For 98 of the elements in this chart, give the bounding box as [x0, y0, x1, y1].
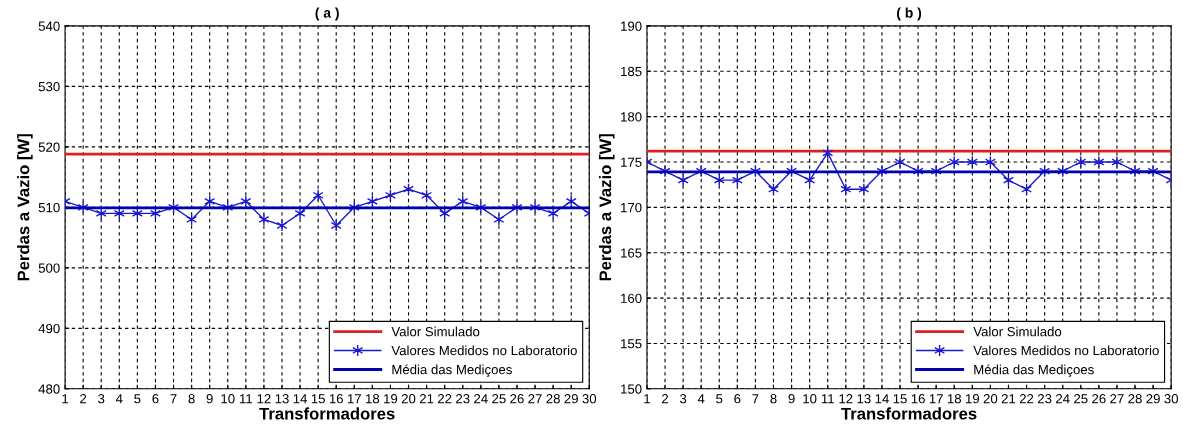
x-tick-label: 28 — [546, 394, 560, 404]
x-tick-label: 21 — [419, 394, 434, 404]
x-tick-label: 17 — [347, 394, 361, 404]
x-tick-label: 30 — [1164, 394, 1178, 404]
x-tick-label: 11 — [239, 394, 253, 404]
x-tick-label: 22 — [438, 394, 452, 404]
point — [493, 213, 505, 226]
x-tick-label: 1 — [62, 394, 69, 404]
x-tick-label: 23 — [456, 394, 470, 404]
x-tick-label: 16 — [329, 394, 343, 404]
x-axis-title: Transformadores — [841, 407, 977, 420]
x-tick-label: 4 — [115, 394, 123, 404]
y-tick-label: 180 — [621, 112, 642, 122]
x-tick-label: 16 — [911, 394, 925, 404]
point — [258, 213, 270, 226]
y-tick-label: 520 — [38, 142, 60, 152]
x-tick-label: 27 — [528, 394, 542, 404]
x-tick-label: 23 — [1037, 394, 1052, 404]
x-tick-label: 18 — [947, 394, 962, 404]
y-tick-label: 190 — [621, 21, 642, 31]
y-tick-label: 175 — [621, 157, 642, 167]
x-tick-label: 29 — [564, 394, 578, 404]
x-tick-label: 1 — [644, 394, 650, 404]
y-tick-label: 170 — [621, 202, 642, 213]
x-tick-label: 10 — [803, 394, 817, 404]
y-tick-label: 530 — [38, 81, 60, 92]
y-tick-label: 540 — [38, 21, 60, 31]
point — [276, 219, 288, 232]
legend-label: Valores Medidos no Laboratorio — [391, 345, 577, 356]
x-tick-label: 5 — [716, 394, 723, 404]
y-axis-title: Perdas a Vazio [W] — [17, 134, 33, 281]
x-tick-label: 24 — [1056, 394, 1070, 404]
x-tick-label: 3 — [679, 394, 687, 404]
y-tick-label: 155 — [621, 339, 642, 349]
y-tick-label: 165 — [621, 248, 642, 258]
x-tick-label: 18 — [366, 394, 380, 404]
x-tick-label: 14 — [875, 394, 889, 404]
point — [1111, 155, 1123, 169]
y-tick-label: 510 — [38, 202, 60, 213]
point — [240, 195, 252, 208]
x-tick-label: 27 — [1110, 394, 1124, 404]
x-tick-label: 22 — [1019, 394, 1034, 404]
y-tick-label: 185 — [621, 66, 642, 77]
x-tick-label: 25 — [492, 394, 506, 404]
y-tick-label: 490 — [38, 323, 60, 334]
x-tick-label: 15 — [893, 394, 907, 404]
x-tick-label: 8 — [770, 394, 777, 404]
x-tick-label: 21 — [1001, 394, 1016, 404]
point — [677, 173, 689, 187]
x-tick-label: 13 — [275, 394, 289, 404]
x-tick-label: 6 — [152, 394, 159, 404]
x-tick-label: 9 — [788, 394, 795, 404]
x-tick-label: 12 — [257, 394, 271, 404]
x-tick-label: 3 — [98, 394, 105, 404]
point — [894, 155, 906, 169]
legend-label: Média das Mediçoes — [974, 364, 1094, 377]
x-tick-label: 20 — [401, 394, 416, 404]
x-tick-label: 7 — [752, 394, 759, 404]
y-axis-title: Perdas a Vazio [W] — [598, 134, 615, 281]
x-tick-label: 26 — [1092, 394, 1106, 404]
point — [858, 182, 870, 196]
x-tick-label: 5 — [134, 394, 141, 404]
x-tick-label: 4 — [697, 394, 705, 404]
y-tick-label: 480 — [38, 384, 60, 394]
x-tick-label: 28 — [1128, 394, 1142, 404]
legend-label: Valor Simulado — [973, 326, 1062, 337]
point — [312, 189, 324, 202]
x-axis-title: Transformadores — [259, 407, 395, 420]
legend-label: Média das Mediçoes — [392, 364, 512, 377]
x-tick-label: 15 — [311, 394, 325, 404]
x-tick-label: 11 — [821, 394, 834, 404]
x-tick-label: 2 — [80, 394, 87, 404]
x-tick-label: 2 — [662, 394, 669, 404]
x-tick-label: 14 — [293, 394, 308, 404]
x-tick-label: 25 — [1074, 394, 1088, 404]
legend-label: Valor Simulado — [391, 326, 480, 337]
x-tick-label: 8 — [188, 394, 195, 404]
x-tick-label: 9 — [206, 394, 213, 404]
y-tick-label: 500 — [38, 263, 60, 273]
x-tick-label: 12 — [839, 394, 853, 404]
x-tick-label: 19 — [966, 394, 980, 404]
x-tick-label: 10 — [221, 394, 235, 404]
x-tick-label: 13 — [857, 394, 871, 404]
y-tick-label: 160 — [621, 293, 642, 303]
x-tick-label: 30 — [582, 394, 597, 404]
chart-title: ( b ) — [897, 7, 922, 21]
x-tick-label: 20 — [983, 394, 998, 404]
x-tick-label: 6 — [734, 394, 741, 404]
x-tick-label: 29 — [1146, 394, 1160, 404]
x-tick-label: 26 — [510, 394, 524, 404]
x-tick-label: 19 — [384, 394, 398, 404]
x-tick-label: 24 — [474, 394, 488, 404]
legend-label: Valores Medidos no Laboratorio — [973, 345, 1159, 356]
x-tick-label: 7 — [170, 394, 177, 404]
x-tick-label: 17 — [929, 394, 943, 404]
chart-title: ( a ) — [315, 7, 339, 21]
point — [1093, 155, 1105, 169]
y-tick-label: 150 — [621, 384, 642, 394]
